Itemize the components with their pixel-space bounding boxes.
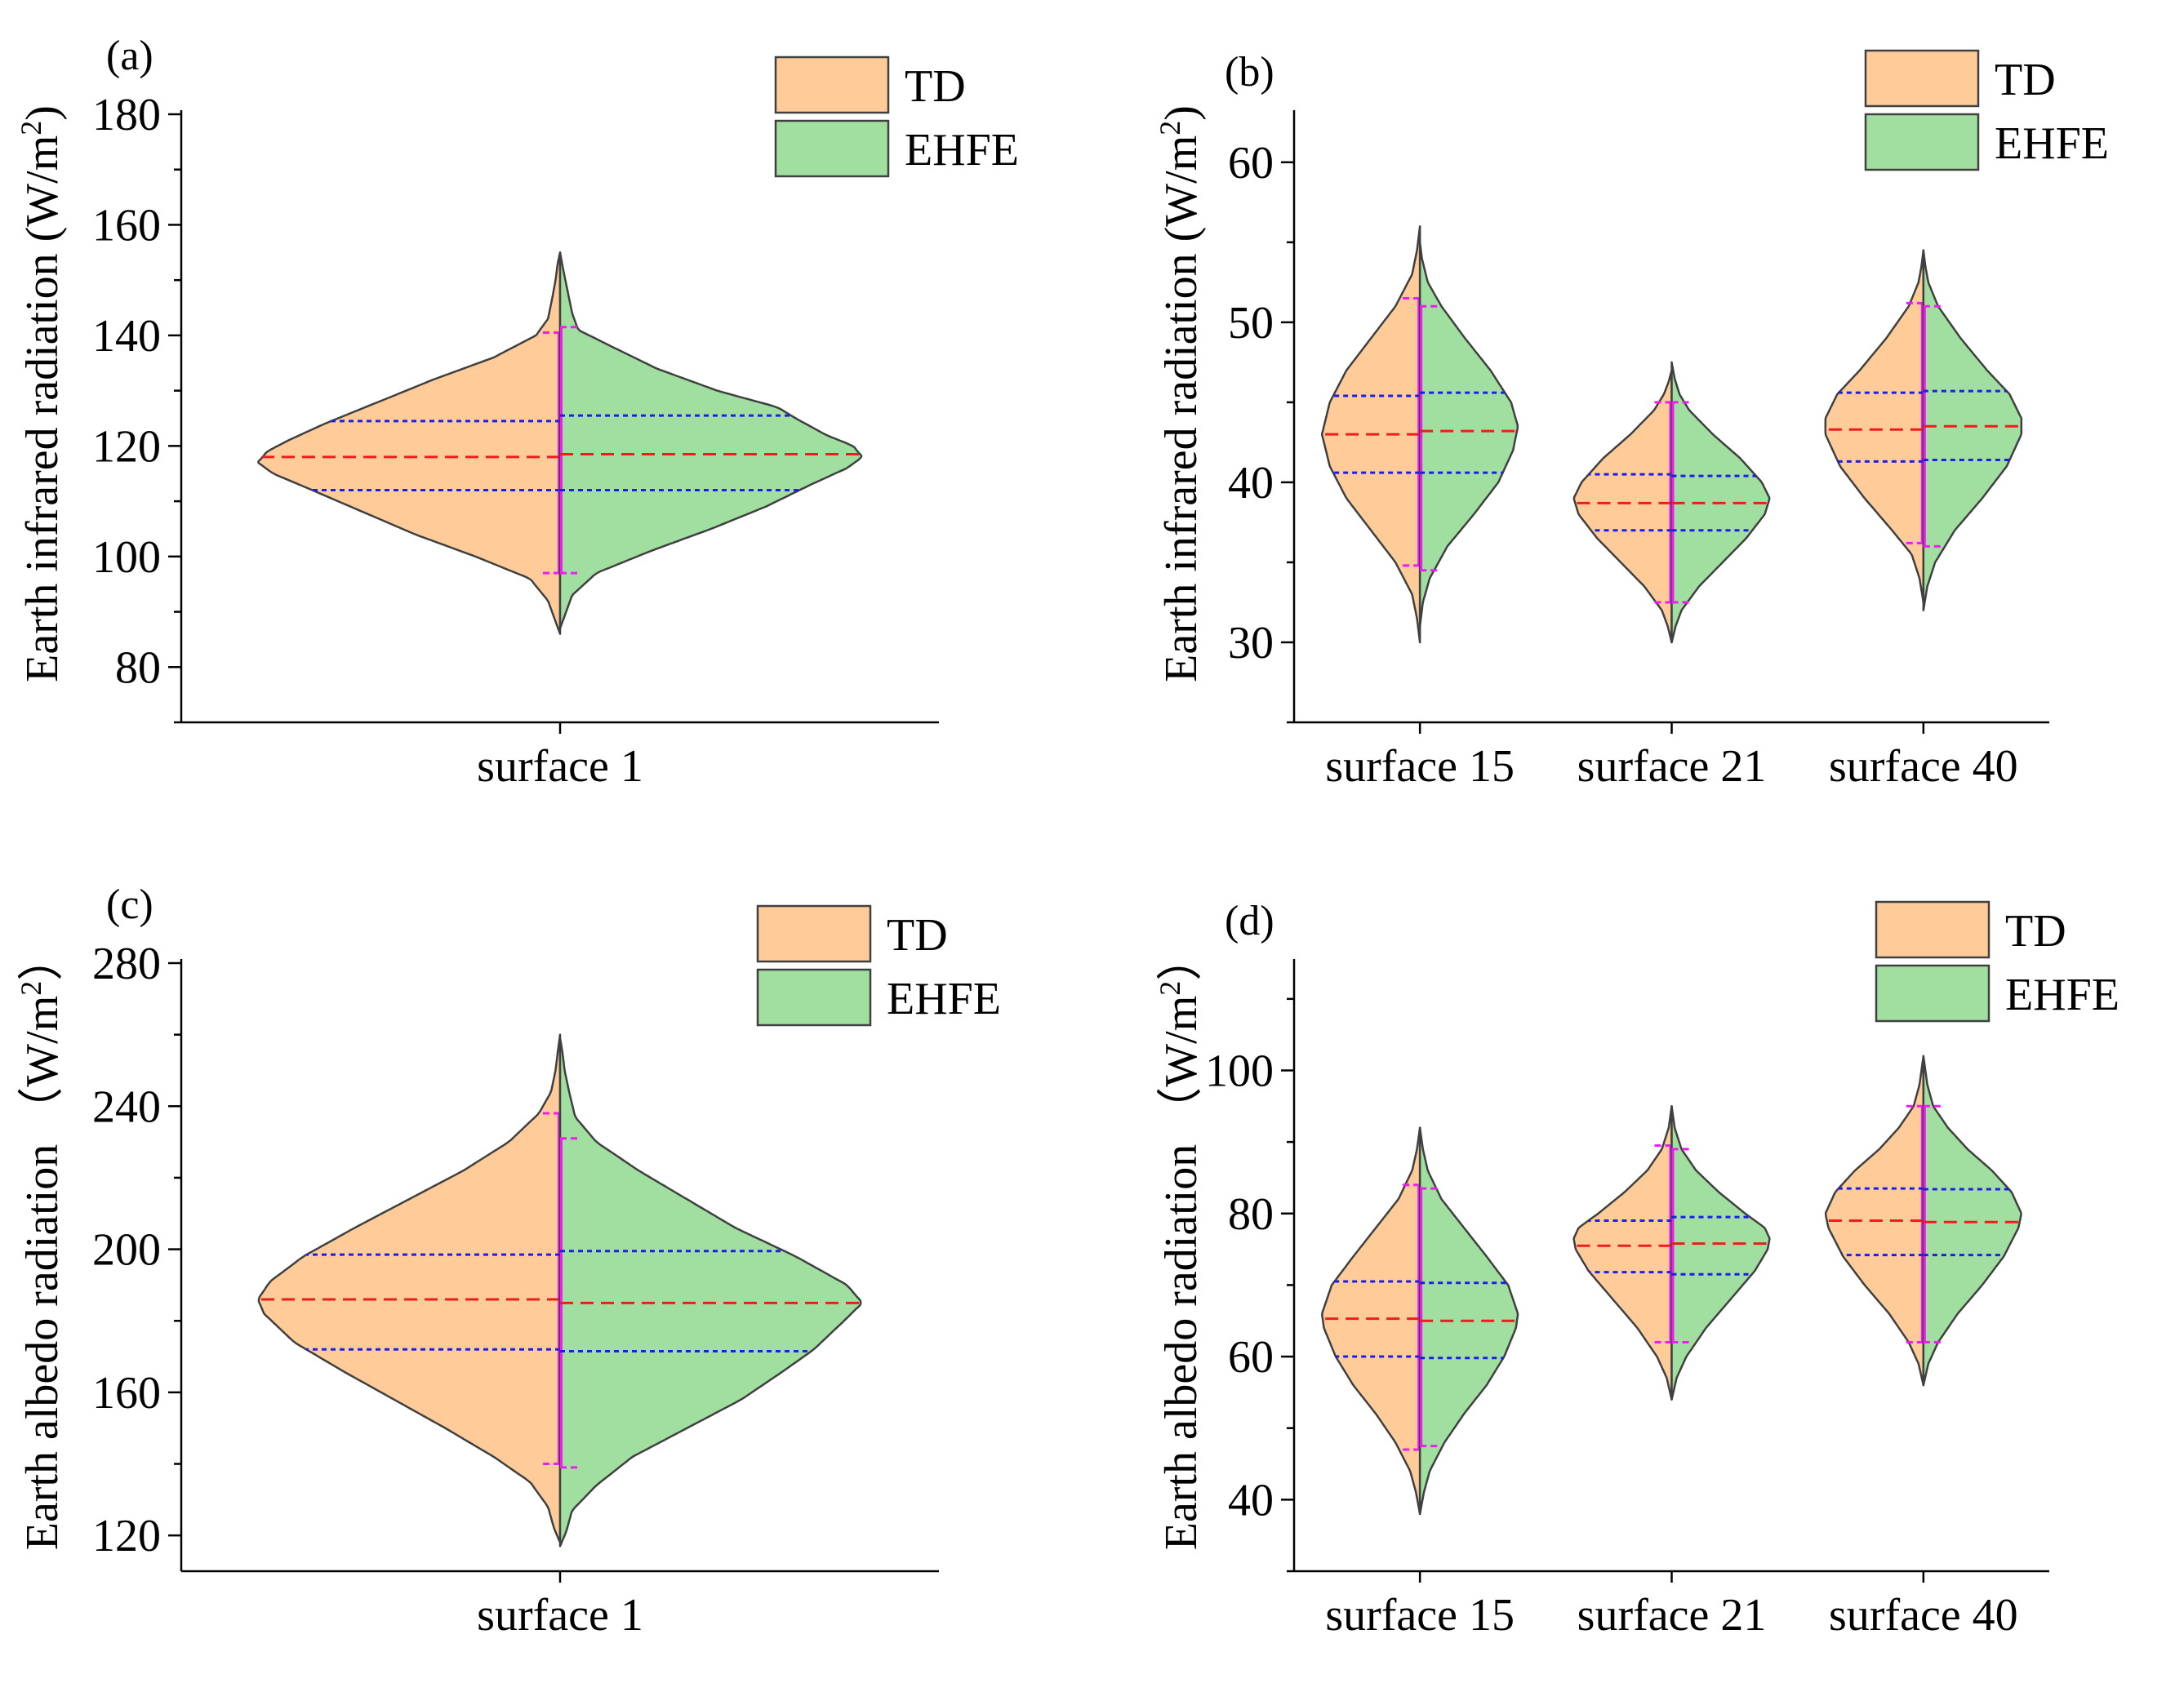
y-axis-label: Earth infrared radiation (W/m2) [1154, 105, 1207, 682]
legend-swatch-ehfe [1864, 113, 1980, 171]
panel-label: (a) [106, 33, 153, 79]
x-tick-label: surface 40 [1829, 1590, 2018, 1641]
panel-label: (c) [106, 882, 153, 928]
panel-label: (b) [1225, 49, 1274, 95]
panel-label: (d) [1225, 898, 1274, 944]
violin-half-td [1824, 249, 1925, 604]
y-axis-label: Earth albedo radiation （W/m2） [1154, 935, 1207, 1551]
y-tick-label: 40 [1228, 458, 1274, 508]
x-tick-label: surface 21 [1577, 1590, 1767, 1641]
violin-half-td [1572, 369, 1673, 644]
legend-swatch-ehfe [756, 968, 872, 1027]
violin-half-td [257, 1033, 562, 1544]
legend-label-ehfe: EHFE [1995, 118, 2109, 169]
violin-half-ehfe [1670, 1105, 1771, 1401]
legend-swatch-td [756, 904, 872, 963]
y-tick-label: 160 [92, 200, 161, 251]
violin-half-ehfe [1922, 1055, 2022, 1387]
legend-swatch-td [1875, 900, 1991, 959]
legend-label-td: TD [887, 910, 948, 961]
y-tick-label: 160 [92, 1368, 161, 1419]
y-tick-label: 200 [92, 1225, 161, 1276]
legend-swatch-ehfe [774, 119, 890, 178]
x-tick-label: surface 15 [1325, 1590, 1515, 1641]
y-axis-label: Earth albedo radiation （W/m2） [15, 935, 68, 1551]
violin-half-ehfe [1922, 249, 2023, 612]
y-tick-label: 60 [1228, 1332, 1274, 1383]
y-tick-label: 30 [1228, 618, 1274, 668]
legend-swatch-ehfe [1875, 964, 1991, 1023]
y-tick-label: 100 [1205, 1046, 1274, 1096]
y-tick-label: 240 [92, 1081, 161, 1132]
chart-panel-2: 30 40 50 60 surface 15 surface 21 surface 40 Ea… [1154, 49, 2109, 792]
y-tick-label: 140 [92, 311, 161, 362]
legend-swatch-td [1864, 49, 1980, 108]
y-tick-label: 120 [92, 1511, 161, 1561]
x-tick-label: surface 1 [477, 1590, 643, 1641]
y-tick-label: 50 [1228, 298, 1274, 349]
legend-label-ehfe: EHFE [887, 974, 1001, 1024]
x-tick-label: surface 40 [1829, 741, 2018, 792]
y-tick-label: 100 [92, 532, 161, 583]
y-tick-label: 120 [92, 421, 161, 472]
x-tick-label: surface 1 [477, 741, 643, 792]
legend-label-ehfe: EHFE [905, 125, 1019, 175]
y-tick-label: 60 [1228, 138, 1274, 189]
violin-half-ehfe [558, 251, 863, 630]
chart-panel-1: 80 100 120 140 160 180 surface 1 Earth infrared… [15, 33, 1019, 792]
x-tick-label: surface 15 [1325, 741, 1515, 792]
legend-label-td: TD [905, 61, 966, 112]
y-axis-label: Earth infrared radiation (W/m2) [15, 105, 68, 682]
legend-label-td: TD [1995, 55, 2056, 105]
y-tick-label: 180 [92, 90, 161, 140]
violin-half-ehfe [558, 1037, 862, 1548]
y-tick-label: 80 [115, 642, 161, 693]
violin-half-td [1321, 1126, 1421, 1516]
chart-panel-3: 120 160 200 240 280 surface 1 Earth albedo rad… [15, 882, 1001, 1641]
violin-half-td [257, 251, 562, 635]
y-tick-label: 80 [1228, 1189, 1274, 1240]
legend-label-td: TD [2005, 906, 2066, 957]
violin-half-ehfe [1418, 241, 1519, 628]
chart-panel-4: 40 60 80 100 surface 15 surface 21 surface 40 E… [1154, 898, 2120, 1641]
legend-label-ehfe: EHFE [2005, 970, 2120, 1020]
y-tick-label: 40 [1228, 1475, 1274, 1525]
y-tick-label: 280 [92, 939, 161, 989]
legend-swatch-td [774, 56, 890, 114]
violin-half-td [1572, 1105, 1673, 1401]
x-tick-label: surface 21 [1577, 741, 1767, 792]
